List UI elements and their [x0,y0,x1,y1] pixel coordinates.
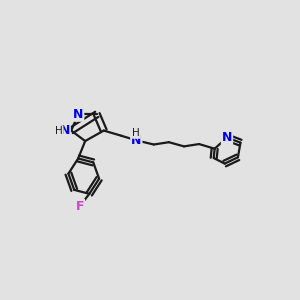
Text: N: N [222,131,232,144]
Text: F: F [76,200,84,213]
Text: N: N [73,108,83,121]
Text: N: N [59,124,70,137]
Text: N: N [131,134,142,147]
Text: H: H [55,126,63,136]
Text: H: H [132,128,140,138]
